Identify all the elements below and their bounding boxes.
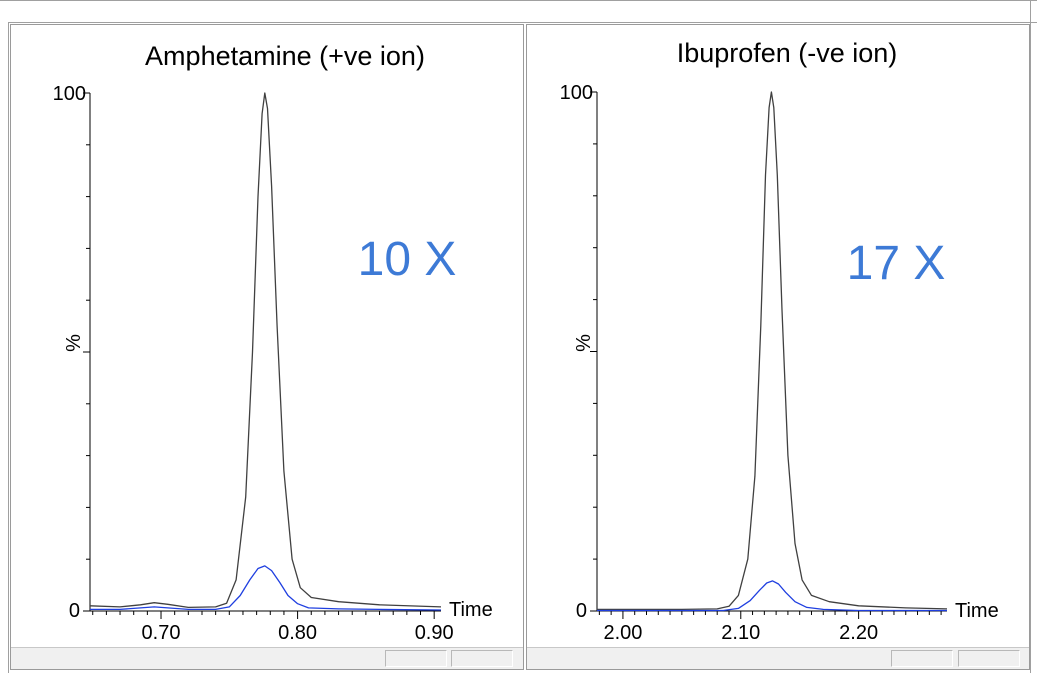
chromatogram-panel-ibuprofen[interactable]: Ibuprofen (-ve ion) 17 X % Time 100 0 2.00… <box>526 24 1030 670</box>
window-top-border <box>0 0 1037 1</box>
status-cell <box>451 650 513 667</box>
x-tick-label: 0.70 <box>142 622 181 644</box>
chromatogram-plot-ibuprofen: Ibuprofen (-ve ion) 17 X % Time 100 0 2.00… <box>560 38 999 644</box>
y-tick-label: 100 <box>560 82 593 104</box>
x-tick-label: 0.90 <box>415 622 454 644</box>
status-cell <box>385 650 447 667</box>
chromatogram-plot-amphetamine: Amphetamine (+ve ion) 10 X % Time 100 0 0.… <box>53 41 493 644</box>
window-right-border <box>1030 0 1031 673</box>
window-left-border <box>8 22 9 673</box>
chromatogram-panel-amphetamine[interactable]: Amphetamine (+ve ion) 10 X % Time 100 0 0.… <box>10 24 524 670</box>
window-inner-border <box>8 22 1037 23</box>
series-line-blue <box>90 565 442 611</box>
fold-annotation: 10 X <box>358 233 457 286</box>
status-bar <box>11 647 523 669</box>
x-tick-label: 2.10 <box>721 622 760 644</box>
y-tick-label: 100 <box>53 83 86 105</box>
series-line-tic <box>597 91 948 611</box>
x-axis-label: Time <box>955 600 999 622</box>
y-tick-label: 0 <box>576 600 587 622</box>
x-tick-label: 2.20 <box>839 622 878 644</box>
y-tick-label: 0 <box>69 600 80 622</box>
series-line-blue <box>597 580 947 612</box>
chart-title: Amphetamine (+ve ion) <box>145 41 425 71</box>
x-axis-label: Time <box>449 599 493 621</box>
series-line-tic <box>89 92 442 609</box>
status-cell <box>958 650 1020 667</box>
status-cell <box>891 650 953 667</box>
status-bar <box>527 647 1029 669</box>
fold-annotation: 17 X <box>847 237 946 290</box>
x-tick-label: 0.80 <box>278 622 317 644</box>
y-axis-label: % <box>573 334 595 352</box>
chart-title: Ibuprofen (-ve ion) <box>677 38 898 68</box>
y-axis-label: % <box>63 334 85 352</box>
x-tick-label: 2.00 <box>603 622 642 644</box>
